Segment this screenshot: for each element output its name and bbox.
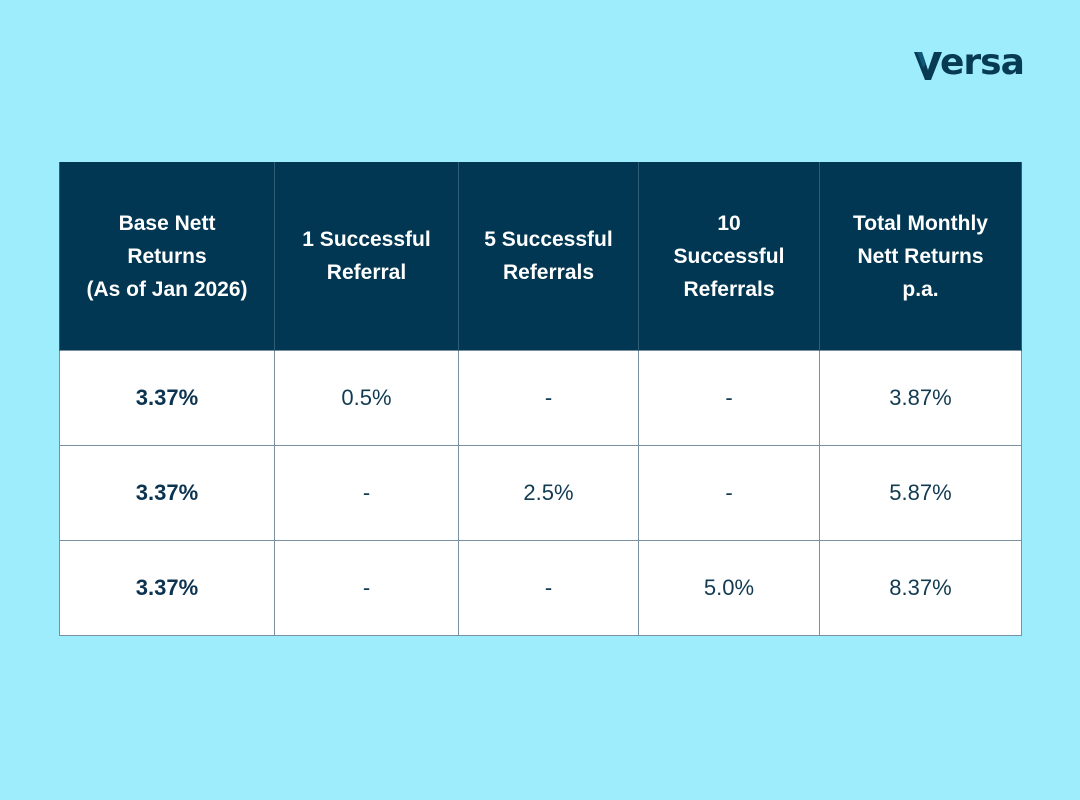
- table-row: 3.37% - - 5.0% 8.37%: [59, 540, 1022, 636]
- cell-total-return: 8.37%: [819, 540, 1022, 636]
- brand-name: ersa: [940, 42, 1025, 83]
- cell-5-referrals: 2.5%: [458, 445, 639, 541]
- cell-total-return: 5.87%: [819, 445, 1022, 541]
- cell-base-return: 3.37%: [59, 445, 275, 541]
- cell-1-referral: -: [274, 445, 459, 541]
- cell-1-referral: 0.5%: [274, 350, 459, 446]
- table-row: 3.37% - 2.5% - 5.87%: [59, 445, 1022, 541]
- cell-10-referrals: -: [638, 445, 820, 541]
- cell-10-referrals: -: [638, 350, 820, 446]
- header-5-successful-referrals: 5 Successful Referrals: [458, 162, 639, 351]
- table-row: 3.37% 0.5% - - 3.87%: [59, 350, 1022, 446]
- referral-returns-table: Base Nett Returns (As of Jan 2026) 1 Suc…: [59, 162, 1022, 636]
- header-total-monthly-nett-returns: Total Monthly Nett Returns p.a.: [819, 162, 1022, 351]
- cell-1-referral: -: [274, 540, 459, 636]
- cell-total-return: 3.87%: [819, 350, 1022, 446]
- cell-10-referrals: 5.0%: [638, 540, 820, 636]
- versa-v-icon: [914, 52, 942, 80]
- versa-logo: ersa: [914, 40, 1038, 88]
- header-10-successful-referrals: 10 Successful Referrals: [638, 162, 820, 351]
- cell-5-referrals: -: [458, 350, 639, 446]
- cell-5-referrals: -: [458, 540, 639, 636]
- table-header-row: Base Nett Returns (As of Jan 2026) 1 Suc…: [59, 162, 1022, 351]
- cell-base-return: 3.37%: [59, 540, 275, 636]
- header-1-successful-referral: 1 Successful Referral: [274, 162, 459, 351]
- header-base-nett-returns: Base Nett Returns (As of Jan 2026): [59, 162, 275, 351]
- cell-base-return: 3.37%: [59, 350, 275, 446]
